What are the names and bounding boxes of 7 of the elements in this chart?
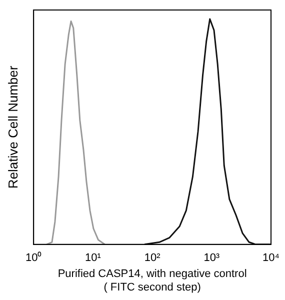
x-axis-title: Purified CASP14, with negative control ( FITC second step) <box>58 268 247 294</box>
x-tick-label: 10² <box>144 252 161 264</box>
x-tick-label: 10⁴ <box>262 252 280 264</box>
x-tick-label: 10¹ <box>84 252 102 264</box>
y-axis-title: Relative Cell Number <box>5 65 20 189</box>
x-tick-label: 10⁰ <box>25 251 42 264</box>
x-tick-label: 10³ <box>204 252 220 264</box>
